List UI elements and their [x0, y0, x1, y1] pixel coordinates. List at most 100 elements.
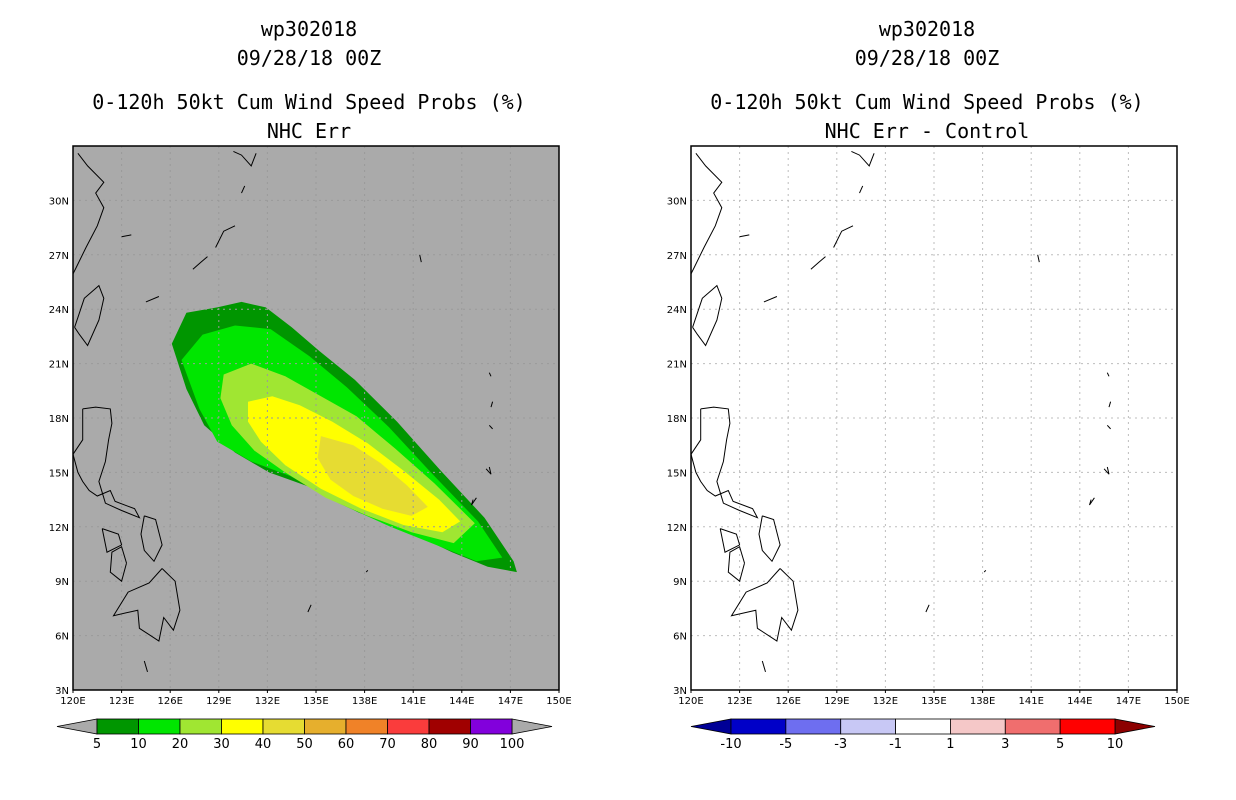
coastline — [730, 568, 799, 642]
lon-tick-label: 147E — [1116, 696, 1141, 707]
colorbar-segment — [387, 718, 430, 735]
colorbar-label: 10 — [1107, 737, 1124, 752]
coastline — [1089, 497, 1095, 506]
lon-tick-label: 141E — [400, 696, 425, 707]
coastline — [925, 604, 930, 613]
coastline — [74, 284, 105, 347]
coastline — [307, 604, 312, 613]
contour-40 — [317, 436, 428, 516]
coastline — [109, 545, 127, 583]
coastline — [233, 150, 257, 167]
lat-tick-label: 12N — [49, 523, 69, 534]
coastline — [1106, 424, 1111, 430]
lon-tick-label: 129E — [824, 696, 849, 707]
coastline — [833, 225, 854, 248]
lon-tick-label: 150E — [1164, 696, 1189, 707]
colorbar-label: 80 — [421, 737, 438, 752]
coastline — [365, 569, 369, 573]
coastline — [983, 569, 987, 573]
coastline — [230, 146, 232, 147]
colorbar-label: 60 — [338, 737, 355, 752]
lon-tick-label: 138E — [970, 696, 995, 707]
colorbar-label: 30 — [213, 737, 230, 752]
colorbar-segment — [895, 718, 951, 735]
coastline — [419, 254, 422, 263]
colorbar-segment — [262, 718, 305, 735]
colorbar-label: 40 — [255, 737, 272, 752]
colorbar-label: 5 — [1056, 737, 1064, 752]
panel-nhc-err: wp302018 09/28/18 00Z 0-120h 50kt Cum Wi… — [49, 17, 572, 752]
colorbar-label: -1 — [889, 737, 902, 752]
colorbar-segment — [304, 718, 347, 735]
lat-tick-label: 12N — [667, 523, 687, 534]
colorbar-label: -5 — [779, 737, 792, 752]
coastline — [145, 296, 160, 303]
colorbar-segment — [221, 718, 264, 735]
coastline — [727, 545, 745, 583]
chart-subtitle: NHC Err — [266, 119, 352, 143]
coastline — [848, 146, 850, 147]
coastline — [140, 515, 163, 563]
lon-tick-label: 144E — [1067, 696, 1092, 707]
lat-tick-label: 6N — [55, 632, 69, 643]
lon-tick-label: 132E — [873, 696, 898, 707]
coastline — [73, 152, 105, 275]
coastline — [73, 406, 141, 519]
coastline — [1106, 372, 1110, 377]
forecast-date: 09/28/18 00Z — [236, 46, 382, 70]
lat-tick-label: 3N — [55, 686, 69, 697]
lat-tick-label: 15N — [667, 468, 687, 479]
lon-tick-label: 120E — [678, 696, 703, 707]
lon-tick-label: 132E — [255, 696, 280, 707]
lat-tick-label: 15N — [49, 468, 69, 479]
colorbar-label: 20 — [172, 737, 189, 752]
coastline — [1103, 466, 1110, 475]
colorbar-segment — [785, 718, 842, 735]
coastline — [851, 150, 875, 167]
lat-tick-label: 18N — [49, 414, 69, 425]
lat-tick-label: 3N — [673, 686, 687, 697]
forecast-date: 09/28/18 00Z — [854, 46, 1000, 70]
lon-tick-label: 126E — [775, 696, 800, 707]
panel-nhc-err-control: wp302018 09/28/18 00Z 0-120h 50kt Cum Wi… — [618, 0, 1236, 800]
lat-tick-label: 18N — [667, 414, 687, 425]
difference-map: 120E 123E 126E 129E 132E 135E 138E 141E 144E 147E… — [667, 145, 1190, 752]
lat-tick-label: 24N — [667, 305, 687, 316]
colorbar-over-triangle — [1114, 718, 1156, 735]
lon-tick-label: 123E — [109, 696, 134, 707]
coastline — [490, 401, 494, 408]
coastline — [471, 497, 477, 506]
colorbar-segment — [428, 718, 471, 735]
colorbar-under-triangle — [690, 718, 732, 735]
colorbar-label: 70 — [379, 737, 396, 752]
map-content — [73, 146, 559, 690]
colorbar-segment — [138, 718, 181, 735]
coastline — [488, 424, 493, 430]
lat-tick-label: 21N — [49, 360, 69, 371]
colorbar-label: 50 — [296, 737, 313, 752]
lon-tick-label: 141E — [1018, 696, 1043, 707]
coastline — [121, 234, 132, 238]
lat-tick-label: 6N — [673, 632, 687, 643]
colorbar-label: 90 — [462, 737, 479, 752]
colorbar-label: -10 — [720, 737, 741, 752]
lat-tick-label: 9N — [673, 577, 687, 588]
coastline — [215, 225, 236, 248]
lon-tick-label: 144E — [449, 696, 474, 707]
coastline — [112, 568, 181, 642]
lat-tick-label: 9N — [55, 577, 69, 588]
colorbar-label: 3 — [1001, 737, 1009, 752]
colorbar-segment — [96, 718, 139, 735]
coastline — [763, 296, 778, 303]
colorbar-label: 1 — [946, 737, 954, 752]
lon-tick-label: 120E — [60, 696, 85, 707]
storm-id: wp302018 — [260, 17, 358, 41]
coastline — [719, 528, 741, 553]
chart-title: 0-120h 50kt Cum Wind Speed Probs (%) — [710, 90, 1144, 114]
lon-tick-label: 147E — [498, 696, 523, 707]
coastline — [691, 406, 759, 519]
coastline — [739, 234, 750, 238]
coastline — [692, 284, 723, 347]
lat-tick-label: 27N — [667, 251, 687, 262]
lat-tick-label: 27N — [49, 251, 69, 262]
